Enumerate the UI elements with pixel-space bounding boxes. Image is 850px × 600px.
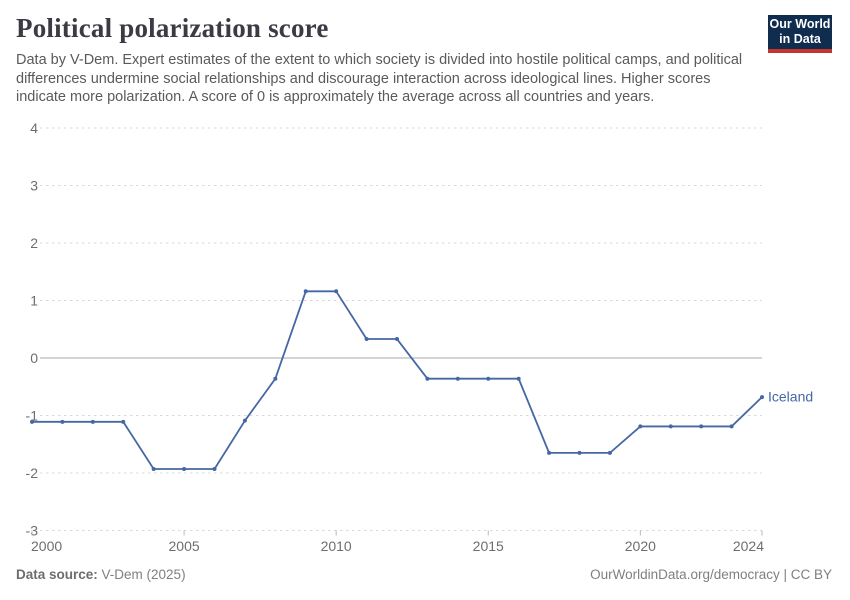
iceland-line[interactable] [31,290,763,470]
footer-link[interactable]: OurWorldinData.org/democracy | CC BY [590,567,832,582]
data-point[interactable] [242,418,247,423]
y-axis-tick-label: 3 [30,178,38,194]
data-point[interactable] [121,419,126,424]
y-axis-tick-label: 2 [30,235,38,251]
data-point[interactable] [334,289,339,294]
y-axis-tick-label: 0 [30,350,38,366]
x-axis-tick-label: 2010 [321,538,352,554]
data-point[interactable] [395,337,399,342]
data-point[interactable] [273,376,278,381]
data-point[interactable] [577,450,582,455]
data-point[interactable] [425,376,430,381]
x-axis-tick-label: 2024 [733,538,764,554]
data-point[interactable] [90,419,95,424]
owid-logo-line1: Our World [769,17,831,31]
data-point[interactable] [547,450,552,455]
chart-title: Political polarization score [16,13,329,43]
y-axis-tick-label: -2 [26,465,39,481]
data-point[interactable] [486,376,491,381]
data-point[interactable] [182,466,187,471]
data-point[interactable] [60,419,65,424]
data-source-label: Data source: [16,567,98,582]
y-axis-tick-label: 1 [30,293,38,309]
x-axis-tick-label: 2005 [169,538,200,554]
data-point[interactable] [760,395,764,400]
data-point[interactable] [699,424,704,429]
data-point[interactable] [303,289,308,294]
data-point[interactable] [455,376,460,381]
data-source: Data source: V-Dem (2025) [16,567,186,582]
x-axis-tick-label: 2000 [31,538,62,554]
data-point[interactable] [364,337,369,342]
owid-logo[interactable]: Our World in Data [768,15,832,53]
data-point[interactable] [151,466,156,471]
data-point[interactable] [212,466,217,471]
owid-logo-line2: in Data [779,32,821,46]
chart-footer: Data source: V-Dem (2025) OurWorldinData… [0,567,850,582]
data-point[interactable] [607,450,612,455]
y-axis-tick-label: 4 [30,120,38,136]
entity-label[interactable]: Iceland [768,389,813,405]
chart-subtitle: Data by V-Dem. Expert estimates of the e… [16,52,743,105]
x-axis-tick-label: 2015 [473,538,504,554]
x-axis-tick-label: 2020 [625,538,656,554]
data-point[interactable] [516,376,521,381]
data-point[interactable] [638,424,643,429]
data-point[interactable] [668,424,673,429]
y-axis-tick-label: -1 [26,408,39,424]
data-point[interactable] [729,424,734,429]
data-source-value: V-Dem (2025) [97,567,186,582]
data-point[interactable] [30,419,34,424]
